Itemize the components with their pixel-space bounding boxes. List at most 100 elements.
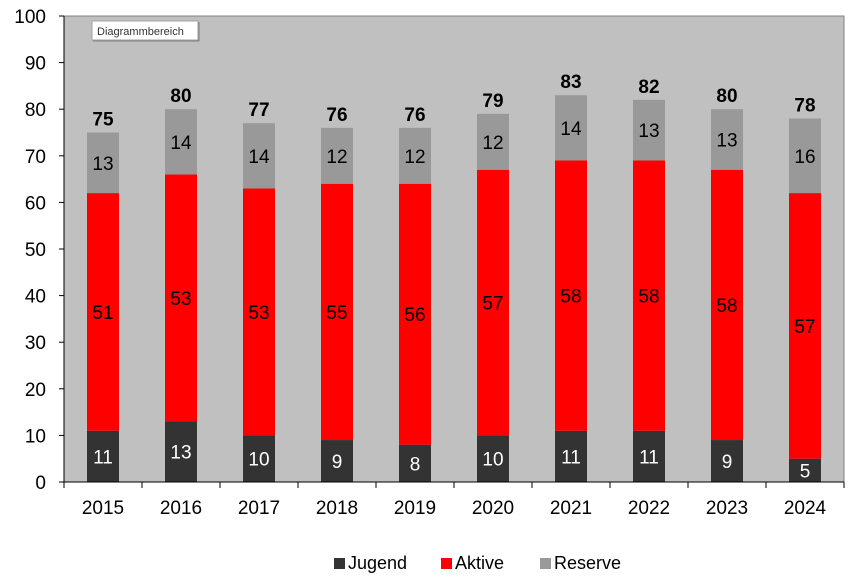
x-tick-label-2021: 2021 [550, 498, 592, 519]
bar-jugend-2022[interactable] [633, 430, 665, 482]
bar-aktive-2021[interactable] [555, 160, 587, 431]
total-label-2016: 80 [170, 86, 191, 107]
y-tick-label-90: 90 [25, 54, 46, 75]
bar-reserve-2016[interactable] [165, 109, 197, 175]
data-label-reserve-2022: 13 [638, 121, 659, 142]
data-label-reserve-2021: 14 [560, 119, 582, 140]
chart-area-tooltip-text: Diagrammbereich [97, 26, 184, 38]
legend-swatch-aktive [441, 558, 452, 569]
y-tick-label-50: 50 [25, 240, 46, 261]
bar-reserve-2021[interactable] [555, 95, 587, 161]
bar-reserve-2024[interactable] [789, 118, 821, 194]
data-label-jugend-2020: 10 [482, 450, 503, 471]
data-label-jugend-2016: 13 [170, 443, 191, 464]
y-tick-label-20: 20 [25, 380, 46, 401]
y-tick-label-10: 10 [25, 426, 46, 447]
bar-jugend-2024[interactable] [789, 458, 821, 482]
y-tick-label-100: 100 [14, 7, 46, 28]
data-label-aktive-2020: 57 [482, 294, 503, 315]
data-label-jugend-2021: 11 [561, 447, 581, 468]
bar-jugend-2016[interactable] [165, 421, 197, 482]
y-tick-label-0: 0 [35, 473, 46, 494]
total-label-2019: 76 [404, 105, 425, 126]
bar-reserve-2023[interactable] [711, 109, 743, 170]
y-tick-label-30: 30 [25, 333, 46, 354]
data-label-reserve-2024: 16 [794, 147, 815, 168]
data-label-aktive-2022: 58 [638, 287, 659, 308]
data-label-reserve-2016: 14 [170, 133, 192, 154]
data-label-reserve-2020: 12 [482, 133, 503, 154]
bar-jugend-2015[interactable] [87, 430, 119, 482]
data-label-aktive-2023: 58 [716, 296, 737, 317]
data-label-aktive-2018: 55 [326, 303, 347, 324]
bar-jugend-2023[interactable] [711, 440, 743, 482]
legend: Jugend Aktive Reserve [334, 553, 621, 573]
bar-reserve-2018[interactable] [321, 127, 353, 184]
bar-aktive-2023[interactable] [711, 169, 743, 441]
bar-reserve-2015[interactable] [87, 132, 119, 194]
data-label-reserve-2023: 13 [716, 130, 737, 151]
data-label-aktive-2019: 56 [404, 305, 425, 326]
x-tick-label-2015: 2015 [82, 498, 124, 519]
x-tick-label-2016: 2016 [160, 498, 202, 519]
y-tick-label-40: 40 [25, 287, 46, 308]
bar-aktive-2022[interactable] [633, 160, 665, 431]
data-label-jugend-2023: 9 [722, 452, 733, 473]
data-label-aktive-2024: 57 [794, 317, 815, 338]
bar-jugend-2018[interactable] [321, 440, 353, 482]
legend-swatch-jugend [334, 558, 345, 569]
total-label-2017: 77 [248, 100, 269, 121]
data-label-reserve-2018: 12 [326, 147, 347, 168]
bar-reserve-2022[interactable] [633, 99, 665, 161]
bar-jugend-2019[interactable] [399, 444, 431, 482]
bar-aktive-2019[interactable] [399, 183, 431, 445]
data-label-reserve-2015: 13 [92, 154, 113, 175]
chart-area-tooltip: Diagrammbereich [91, 20, 200, 42]
bar-jugend-2021[interactable] [555, 430, 587, 482]
x-tick-label-2023: 2023 [706, 498, 748, 519]
total-label-2021: 83 [560, 72, 581, 93]
bar-aktive-2015[interactable] [87, 193, 119, 431]
x-tick-label-2024: 2024 [784, 498, 827, 519]
bar-reserve-2020[interactable] [477, 113, 509, 170]
data-label-jugend-2018: 9 [332, 452, 343, 473]
bar-reserve-2017[interactable] [243, 123, 275, 189]
data-label-jugend-2019: 8 [410, 454, 421, 475]
data-label-aktive-2021: 58 [560, 287, 581, 308]
data-label-jugend-2022: 11 [639, 447, 659, 468]
x-tick-label-2017: 2017 [238, 498, 280, 519]
data-label-aktive-2015: 51 [92, 303, 113, 324]
legend-label-jugend: Jugend [348, 553, 407, 573]
data-label-jugend-2024: 5 [800, 461, 811, 482]
bar-aktive-2020[interactable] [477, 169, 509, 436]
total-label-2023: 80 [716, 86, 737, 107]
y-tick-label-60: 60 [25, 193, 46, 214]
x-tick-label-2022: 2022 [628, 498, 670, 519]
data-label-aktive-2017: 53 [248, 303, 269, 324]
data-label-jugend-2015: 11 [93, 447, 113, 468]
y-tick-label-80: 80 [25, 100, 46, 121]
axes-group: 2015 2016 2017 2018 2019 2020 2021 2022 2023 2024… [14, 7, 845, 519]
data-label-reserve-2019: 12 [404, 147, 425, 168]
legend-swatch-reserve [540, 558, 551, 569]
bar-aktive-2016[interactable] [165, 174, 197, 422]
x-tick-label-2020: 2020 [472, 498, 514, 519]
x-tick-label-2018: 2018 [316, 498, 358, 519]
bar-reserve-2019[interactable] [399, 127, 431, 184]
total-label-2020: 79 [482, 91, 503, 112]
bar-aktive-2024[interactable] [789, 193, 821, 459]
bar-aktive-2018[interactable] [321, 183, 353, 441]
y-tick-label-70: 70 [25, 147, 46, 168]
bar-jugend-2020[interactable] [477, 435, 509, 482]
bar-aktive-2017[interactable] [243, 188, 275, 436]
x-tick-label-2019: 2019 [394, 498, 436, 519]
total-label-2024: 78 [794, 96, 815, 117]
data-label-aktive-2016: 53 [170, 289, 191, 310]
legend-label-aktive: Aktive [455, 553, 504, 573]
bar-jugend-2017[interactable] [243, 435, 275, 482]
total-label-2018: 76 [326, 105, 347, 126]
legend-label-reserve: Reserve [554, 553, 621, 573]
data-label-reserve-2017: 14 [248, 147, 270, 168]
bars-group: 11 51 13 75 13 53 14 80 10 53 14 77 9 55 12 76 8 56 12 76 10… [87, 72, 821, 482]
